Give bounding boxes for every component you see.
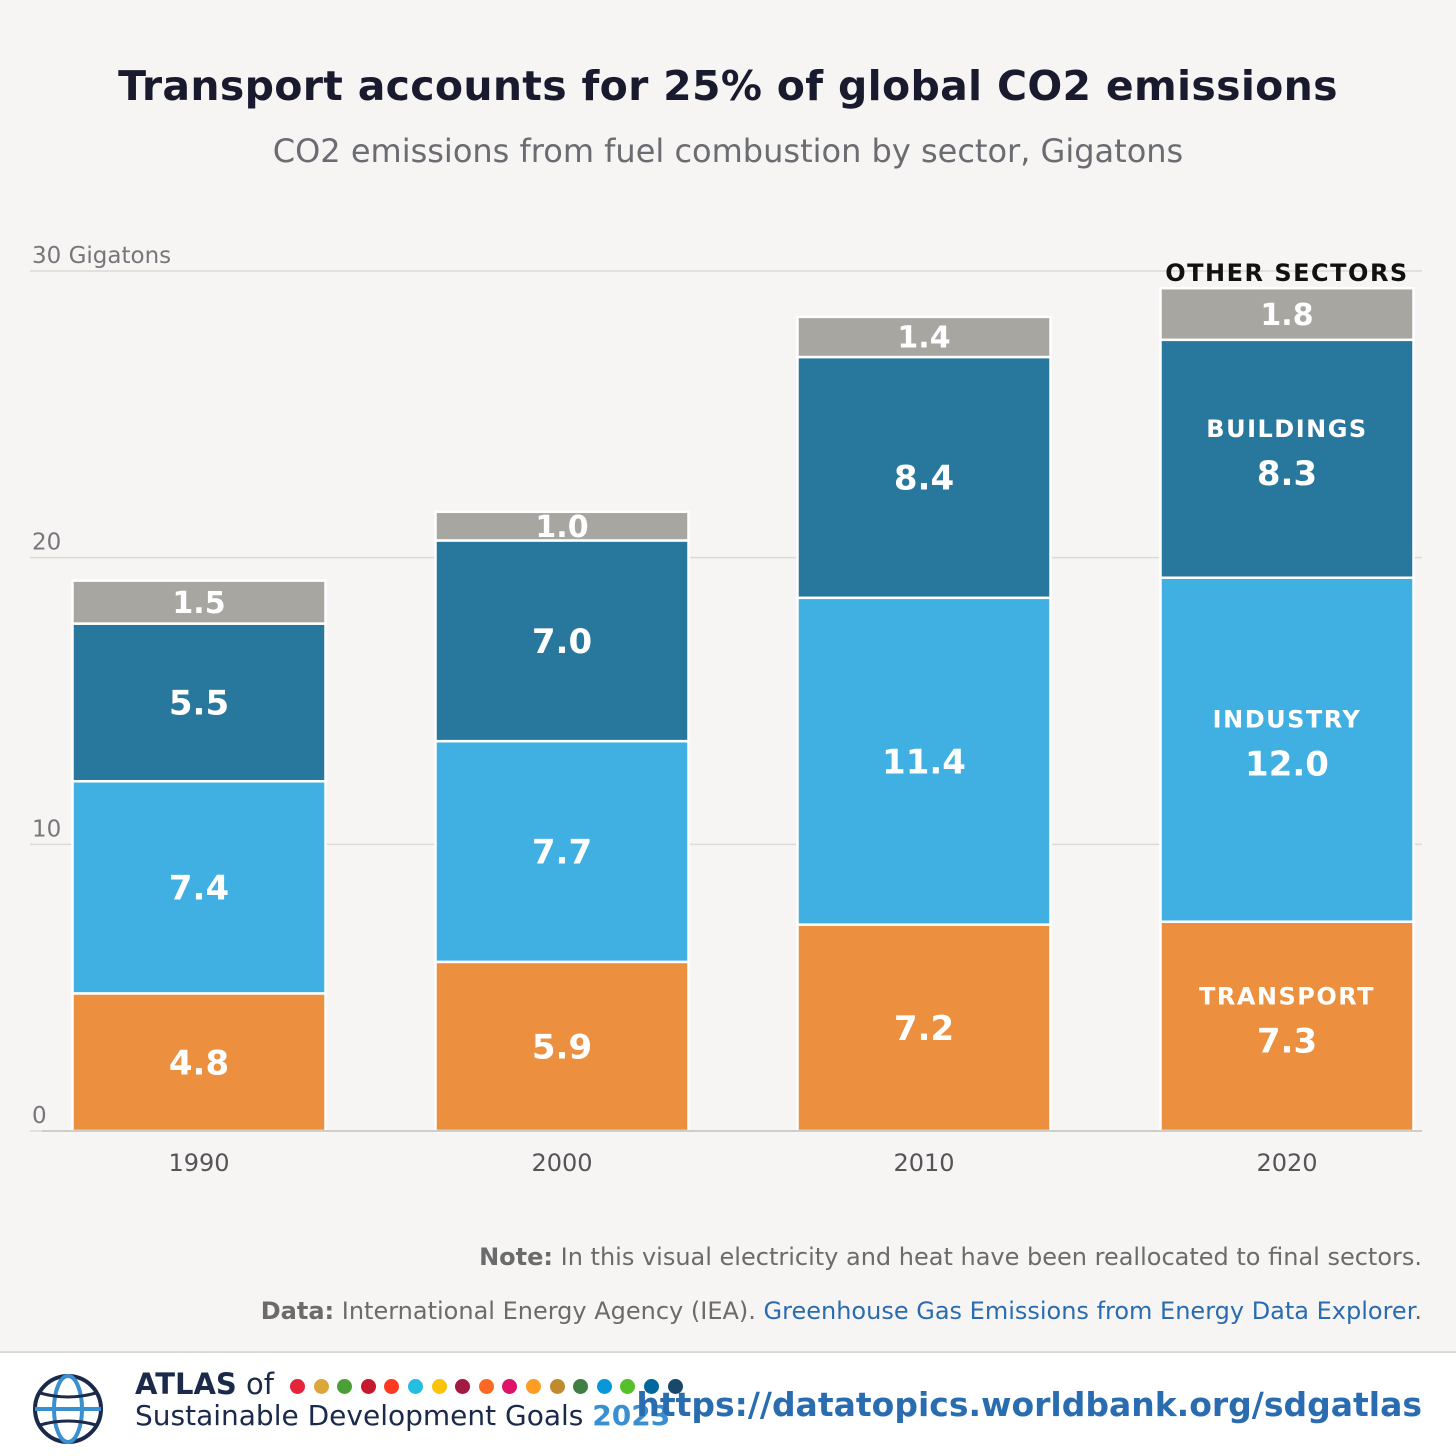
bar-labels: 4.8 7.4 5.5 1.5 5.9 7.7 7.0 1.0 7.2 11.4 8.4 1.4 TRA… xyxy=(169,259,1408,1083)
chart-title: Transport accounts for 25% of global CO2… xyxy=(118,62,1338,110)
series-name-label: BUILDINGS xyxy=(1206,415,1367,443)
atlas-url-link[interactable]: https://datatopics.worldbank.org/sdgatla… xyxy=(636,1385,1422,1424)
bar-segment xyxy=(71,622,327,783)
sdg-dot xyxy=(360,1379,376,1394)
sdg-dot xyxy=(525,1379,541,1394)
footnote-note: Note: In this visual electricity and hea… xyxy=(479,1243,1422,1271)
sdg-dot xyxy=(643,1379,659,1394)
note-text: In this visual electricity and heat have… xyxy=(552,1243,1422,1271)
chart-subtitle: CO2 emissions from fuel combustion by se… xyxy=(272,132,1184,170)
footnote-source: Data: International Energy Agency (IEA).… xyxy=(261,1297,1422,1325)
data-label: 7.3 xyxy=(1257,1021,1317,1061)
bar-segment xyxy=(434,510,690,542)
bar-segment xyxy=(796,596,1052,926)
bar-segment xyxy=(434,739,690,964)
series-name-label: TRANSPORT xyxy=(1199,982,1375,1010)
sdg-dot xyxy=(384,1379,400,1394)
footer: ATLAS of Sustainable Development Goals 2… xyxy=(0,1353,1456,1456)
footer-divider xyxy=(0,1351,1456,1353)
data-source-link[interactable]: Greenhouse Gas Emissions from Energy Dat… xyxy=(763,1297,1415,1325)
series-name-label: INDUSTRY xyxy=(1213,706,1362,734)
sdg-dot xyxy=(290,1379,305,1394)
sdg-dot xyxy=(431,1379,447,1394)
data-label: 7.2 xyxy=(894,1009,954,1049)
sdg-dot xyxy=(455,1379,471,1394)
sdg-dot xyxy=(313,1379,329,1394)
y-tick-label: 0 xyxy=(32,1103,47,1129)
data-end: . xyxy=(1414,1297,1422,1325)
series-name-label: OTHER SECTORS xyxy=(1165,259,1408,287)
sdg-color-dots xyxy=(290,1379,683,1394)
stacked-bar-chart: 4.8 7.4 5.5 1.5 5.9 7.7 7.0 1.0 7.2 11.4 8.4 1.4 TRA… xyxy=(30,243,1422,1177)
sdg-dot xyxy=(620,1379,636,1394)
bar-segment xyxy=(796,355,1052,600)
bar-segment xyxy=(796,315,1052,359)
y-tick-label: 30 Gigatons xyxy=(32,243,171,269)
atlas-of: of xyxy=(236,1367,274,1401)
x-tick-label: 2020 xyxy=(1256,1149,1317,1177)
bar-segment xyxy=(434,960,690,1133)
data-label: 12.0 xyxy=(1245,745,1329,785)
sdg-dot xyxy=(667,1379,683,1394)
sdg-dot xyxy=(573,1379,589,1394)
atlas-subtitle: Sustainable Development Goals 2023 xyxy=(135,1399,670,1432)
data-label: 11.4 xyxy=(882,742,966,782)
bar-segment xyxy=(1159,286,1415,342)
x-tick-label: 2010 xyxy=(893,1149,954,1177)
y-tick-label: 20 xyxy=(32,530,61,556)
sdg-dot xyxy=(407,1379,423,1394)
data-label: 8.4 xyxy=(894,459,954,499)
bar-segment xyxy=(1159,920,1415,1133)
data-label: 7.0 xyxy=(532,622,592,662)
atlas-wordmark: ATLAS of xyxy=(135,1367,274,1401)
bar-segment xyxy=(434,539,690,743)
data-label: 1.0 xyxy=(535,510,588,545)
data-label: 5.5 xyxy=(169,684,229,724)
atlas-word: ATLAS xyxy=(135,1367,237,1401)
note-label: Note: xyxy=(479,1243,553,1271)
atlas-year: 2023 xyxy=(592,1399,671,1432)
world-bank-globe-icon xyxy=(33,1374,103,1444)
bar-segment xyxy=(71,780,327,995)
data-label: 4.8 xyxy=(169,1043,229,1083)
sdg-dot xyxy=(596,1379,612,1394)
bar-segment xyxy=(796,923,1052,1133)
data-label: 1.8 xyxy=(1260,298,1313,333)
sdg-dot xyxy=(502,1379,518,1394)
axes: 0 10 20 30 Gigatons 1990 2000 2010 2020 xyxy=(32,243,1422,1177)
data-label: 7.7 xyxy=(532,833,592,873)
x-tick-label: 1990 xyxy=(168,1149,229,1177)
data-label: 5.9 xyxy=(532,1028,592,1068)
atlas-subtitle-text: Sustainable Development Goals xyxy=(135,1399,593,1432)
x-tick-label: 2000 xyxy=(531,1149,592,1177)
y-tick-label: 10 xyxy=(32,816,61,842)
sdg-dot xyxy=(478,1379,494,1394)
data-label: Data: xyxy=(260,1297,335,1325)
data-label: 7.4 xyxy=(169,869,229,909)
data-label: 1.5 xyxy=(172,586,225,621)
bar-segment xyxy=(71,579,327,625)
sdg-dot xyxy=(549,1379,565,1394)
data-label: 8.3 xyxy=(1257,454,1317,494)
data-label: 1.4 xyxy=(897,321,950,356)
bars xyxy=(71,286,1415,1133)
data-text: International Energy Agency (IEA). xyxy=(334,1297,764,1325)
sdg-dot xyxy=(337,1379,353,1394)
